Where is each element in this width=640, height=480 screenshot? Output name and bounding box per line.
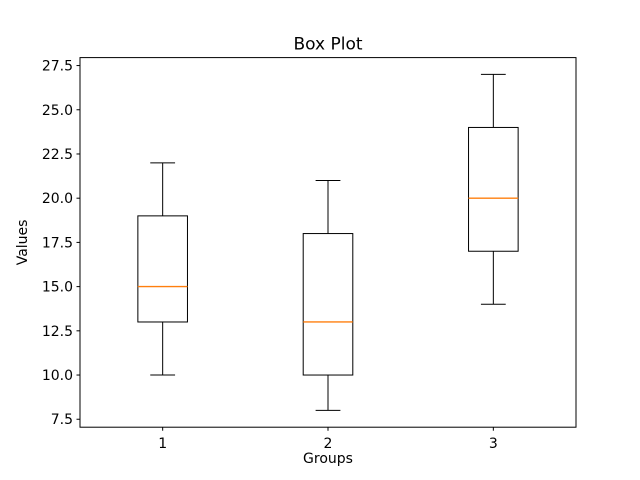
x-axis-label: Groups [303,451,353,467]
x-tick-label: 2 [324,436,333,452]
y-tick-label: 7.5 [51,412,73,428]
box-rect [468,126,519,252]
chart-title: Box Plot [293,35,362,55]
box-rect [302,233,354,376]
y-tick-label: 20.0 [42,191,73,207]
y-tick-label: 25.0 [42,103,73,119]
axes-frame [79,57,577,428]
plot-area: 7.5 10.0 12.5 15.0 17.5 20.0 22.5 25.0 27.5 1 2 3 [42,57,577,452]
y-tick-label: 17.5 [42,235,73,251]
box-rect [137,215,188,323]
x-tick-label: 1 [158,436,167,452]
y-tick-label: 27.5 [42,59,73,75]
y-axis-label: Values [15,220,31,266]
y-tick-label: 12.5 [42,324,73,340]
y-tick-label: 15.0 [42,280,73,296]
y-tick-label: 10.0 [42,368,73,384]
y-tick-label: 22.5 [42,147,73,163]
x-tick-label: 3 [489,436,498,452]
